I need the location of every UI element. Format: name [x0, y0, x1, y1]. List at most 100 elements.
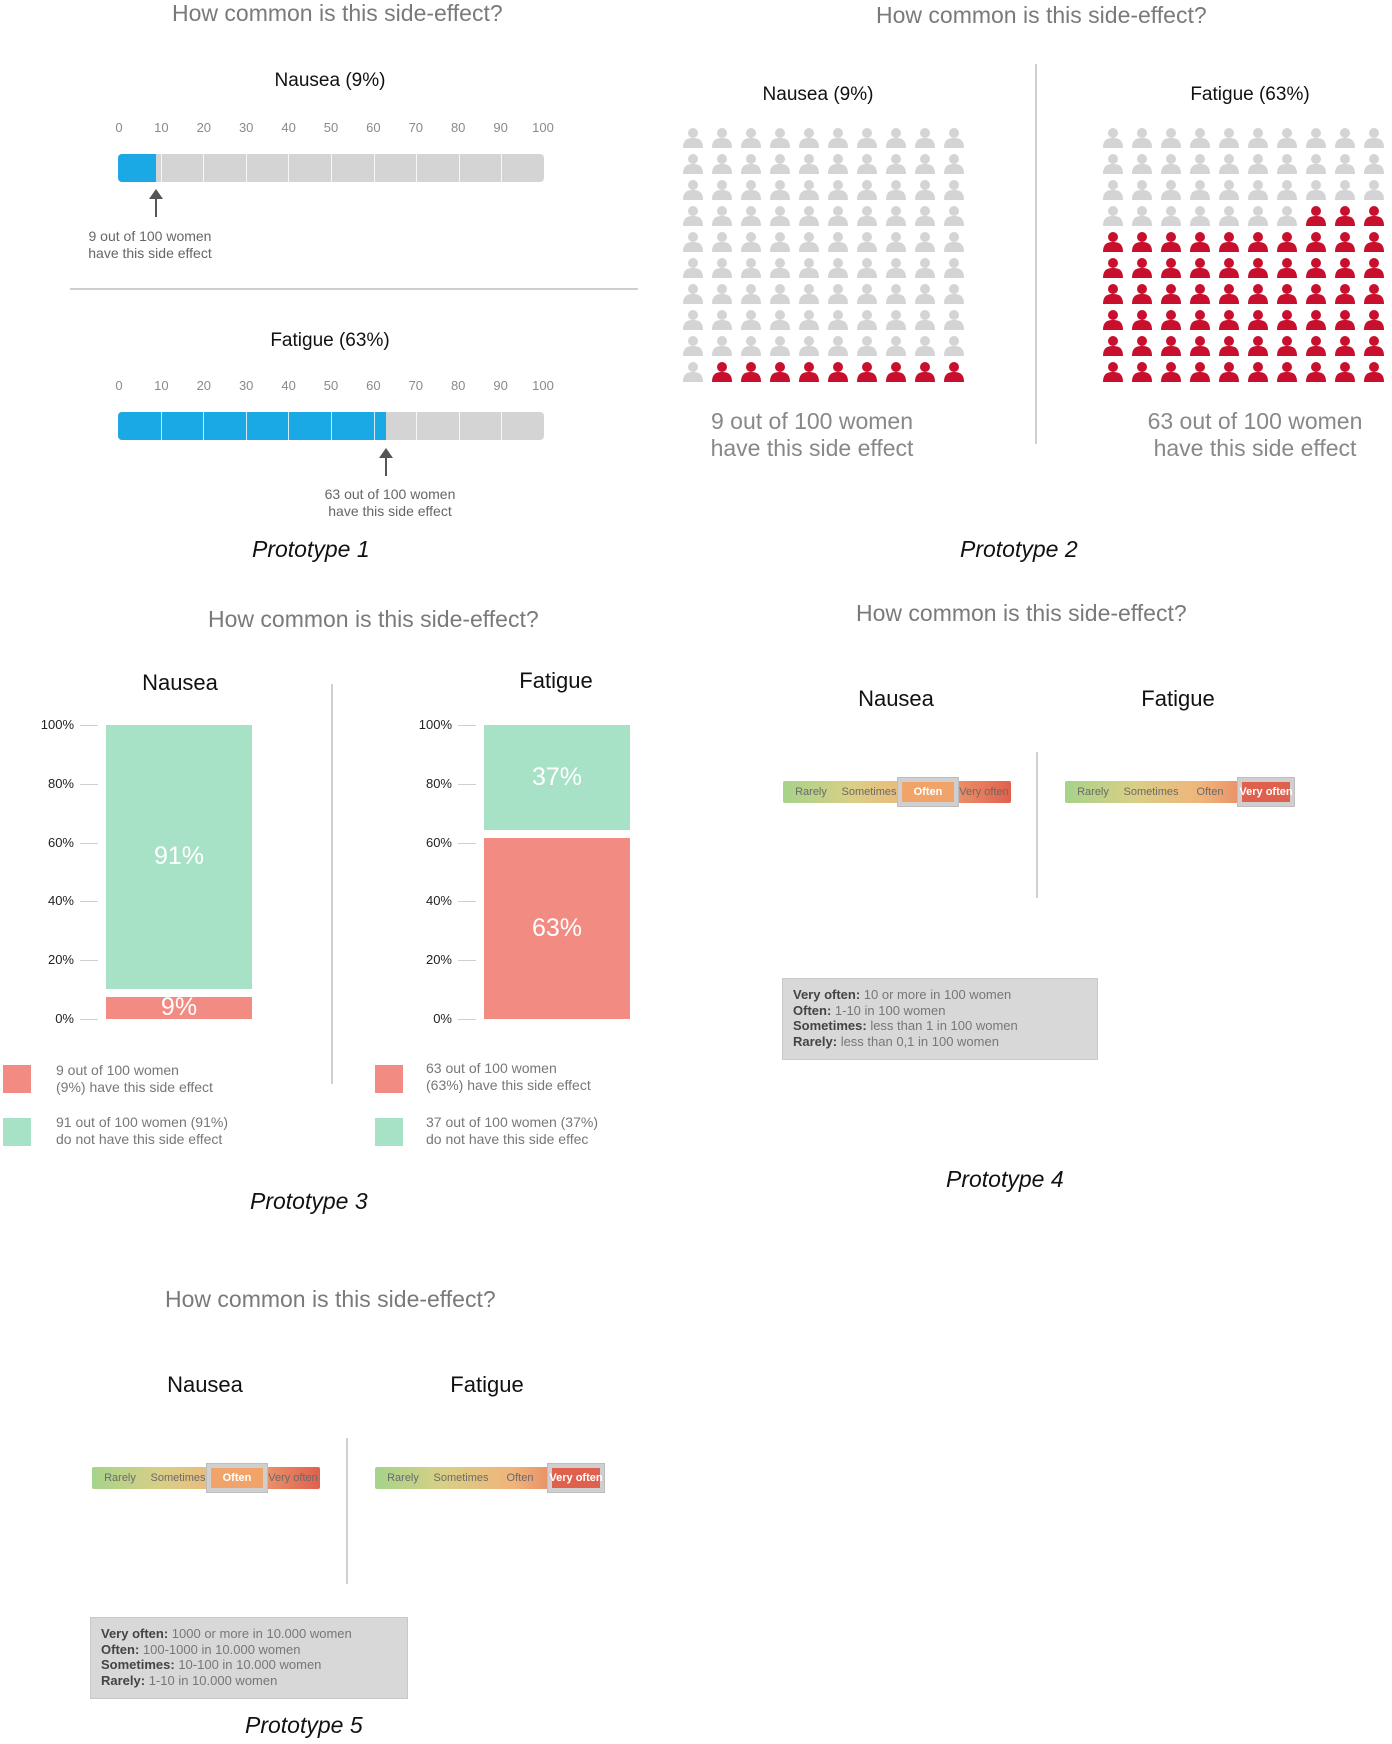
- person-affected-icon: [1102, 335, 1124, 357]
- person-icon: [740, 283, 762, 305]
- p1-bar-segment-divider: [331, 412, 332, 440]
- person-affected-icon: [1160, 231, 1182, 253]
- person-icon: [1218, 153, 1240, 175]
- person-icon: [740, 335, 762, 357]
- person-icon: [1276, 205, 1298, 227]
- p1-fatigue-note: 63 out of 100 women have this side effec…: [324, 486, 456, 519]
- person-icon: [827, 205, 849, 227]
- p3-fatigue-legend-affected-text: 63 out of 100 women (63%) have this side…: [426, 1060, 591, 1093]
- scale-cell-rarely: Rarely: [1077, 786, 1109, 798]
- p2-fatigue-icon-grid: [1102, 127, 1392, 387]
- p2-fatigue-note: 63 out of 100 women have this side effec…: [1147, 408, 1363, 461]
- p3-fatigue-title: Fatigue: [519, 668, 593, 693]
- person-affected-icon: [711, 361, 733, 383]
- person-affected-icon: [1102, 257, 1124, 279]
- person-affected-icon: [1218, 283, 1240, 305]
- person-icon: [856, 205, 878, 227]
- p1-bar-segment-divider: [373, 154, 375, 182]
- p3-y-tick-mark: [80, 725, 98, 726]
- person-icon: [1334, 153, 1356, 175]
- person-icon: [1218, 179, 1240, 201]
- p5-nausea-scale: Rarely Sometimes Often Very often: [92, 1463, 320, 1493]
- person-affected-icon: [1247, 361, 1269, 383]
- person-icon: [914, 335, 936, 357]
- p2-nausea-note: 9 out of 100 women have this side effect: [710, 408, 914, 461]
- p3-affected-block: 9%: [106, 993, 252, 1021]
- p1-tick-label: 70: [408, 120, 424, 135]
- p3-y-tick-label: 0%: [433, 1011, 452, 1026]
- person-affected-icon: [1305, 257, 1327, 279]
- person-icon: [1247, 153, 1269, 175]
- person-affected-icon: [1102, 361, 1124, 383]
- scale-cell-rarely: Rarely: [104, 1472, 136, 1484]
- person-icon: [682, 309, 704, 331]
- scale-cell-often: Often: [1196, 786, 1224, 798]
- p1-tick-label: 40: [281, 378, 296, 393]
- p1-fatigue-bar: [118, 412, 544, 440]
- person-icon: [1363, 153, 1385, 175]
- p1-tick-label: 100: [532, 378, 554, 393]
- person-icon: [1305, 179, 1327, 201]
- person-icon: [914, 205, 936, 227]
- person-affected-icon: [943, 361, 965, 383]
- p3-fatigue-legend-not-swatch: [375, 1118, 403, 1146]
- p1-bar-segment-divider: [501, 412, 503, 440]
- p1-tick-label: 10: [154, 120, 169, 135]
- person-affected-icon: [1189, 231, 1211, 253]
- person-icon: [1305, 127, 1327, 149]
- p3-not-affected-block: 37%: [484, 725, 630, 830]
- person-icon: [1102, 179, 1124, 201]
- person-affected-icon: [1363, 335, 1385, 357]
- p1-tick-label: 30: [238, 120, 254, 135]
- p1-bar-segment-divider: [245, 154, 247, 182]
- p4-label: Prototype 4: [946, 1166, 1064, 1192]
- person-affected-icon: [1218, 257, 1240, 279]
- person-affected-icon: [1218, 231, 1240, 253]
- person-icon: [1102, 205, 1124, 227]
- person-icon: [885, 257, 907, 279]
- person-icon: [740, 127, 762, 149]
- p1-label: Prototype 1: [252, 536, 370, 562]
- p3-y-tick-label: 100%: [40, 717, 74, 732]
- person-icon: [827, 283, 849, 305]
- p1-nausea-arrow-icon: [149, 189, 164, 217]
- person-icon: [914, 283, 936, 305]
- person-icon: [682, 257, 704, 279]
- scale-cell-rarely: Rarely: [795, 786, 827, 798]
- person-affected-icon: [1334, 231, 1356, 253]
- person-icon: [914, 309, 936, 331]
- person-affected-icon: [1189, 309, 1211, 331]
- person-icon: [711, 335, 733, 357]
- person-icon: [1160, 205, 1182, 227]
- person-affected-icon: [1102, 231, 1124, 253]
- p3-question: How common is this side-effect?: [208, 606, 539, 632]
- person-affected-icon: [1305, 205, 1327, 227]
- person-affected-icon: [740, 361, 762, 383]
- p1-tick-label: 50: [323, 120, 339, 135]
- p3-y-tick-label: 40%: [47, 893, 74, 909]
- person-affected-icon: [1305, 283, 1327, 305]
- person-icon: [1102, 153, 1124, 175]
- person-icon: [1160, 179, 1182, 201]
- p1-tick-label: 100: [532, 120, 554, 135]
- person-affected-icon: [1334, 335, 1356, 357]
- p1-tick-label: 80: [450, 120, 466, 135]
- person-icon: [914, 153, 936, 175]
- p3-label: Prototype 3: [250, 1188, 368, 1214]
- person-affected-icon: [1189, 257, 1211, 279]
- person-icon: [1218, 205, 1240, 227]
- person-icon: [885, 309, 907, 331]
- person-icon: [1334, 179, 1356, 201]
- person-icon: [1189, 205, 1211, 227]
- person-affected-icon: [1131, 361, 1153, 383]
- person-affected-icon: [1276, 361, 1298, 383]
- person-affected-icon: [1102, 283, 1124, 305]
- person-affected-icon: [827, 361, 849, 383]
- p1-tick-label: 60: [366, 378, 381, 393]
- p1-tick-label: 50: [323, 378, 339, 393]
- person-icon: [885, 231, 907, 253]
- person-affected-icon: [1247, 309, 1269, 331]
- p3-y-tick-mark: [458, 783, 476, 785]
- p1-tick-label: 0: [115, 378, 123, 393]
- person-affected-icon: [1160, 257, 1182, 279]
